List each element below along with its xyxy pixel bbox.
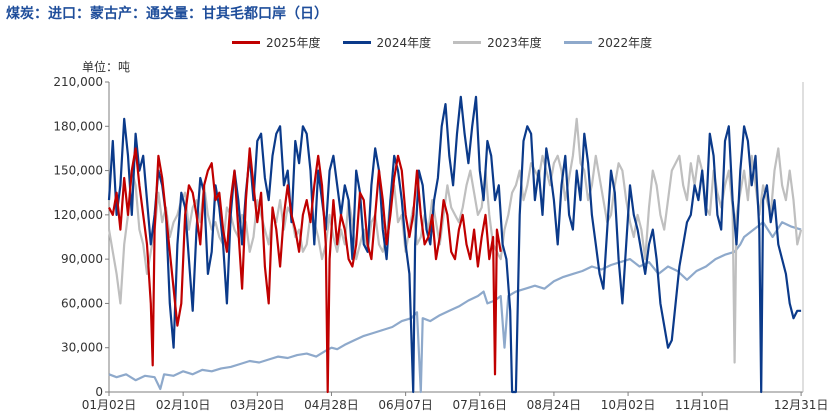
series-line-2022年度: [108, 221, 802, 394]
series-line-2023年度: [107, 117, 803, 364]
legend: 2025年度 2024年度 2023年度 2022年度: [232, 34, 652, 50]
series-line-2025年度: [108, 147, 502, 394]
y-tick-label: 120,000: [53, 208, 103, 222]
y-tick-label: 30,000: [61, 341, 103, 355]
legend-label-2024: 2024年度: [376, 35, 432, 50]
y-axis-unit-label: 单位：吨: [82, 60, 131, 74]
x-tick-label: 08月24日: [527, 398, 582, 412]
x-tick-label: 10月02日: [601, 398, 656, 412]
legend-label-2023: 2023年度: [487, 35, 542, 50]
x-tick-label: 06月07日: [378, 398, 433, 412]
x-tick-label: 01月02日: [82, 398, 137, 412]
legend-swatch-2025: [232, 40, 260, 44]
y-tick-label: 210,000: [53, 75, 103, 89]
legend-swatch-2024: [342, 40, 371, 44]
chart-title: 煤炭：进口：蒙古产：通关量：甘其毛都口岸（日）: [6, 6, 328, 22]
legend-label-2022: 2022年度: [597, 35, 653, 50]
legend-item-2023: 2023年度: [453, 34, 542, 50]
y-tick-label: 180,000: [53, 119, 103, 133]
x-tick-label: 11月10日: [675, 398, 730, 412]
legend-label-2025: 2025年度: [266, 35, 321, 50]
x-tick-label: 04月28日: [304, 398, 359, 412]
legend-item-2022: 2022年度: [563, 34, 653, 50]
y-tick-label: 60,000: [61, 296, 103, 310]
legend-item-2025: 2025年度: [232, 34, 321, 50]
legend-swatch-2023: [453, 40, 482, 44]
legend-item-2024: 2024年度: [342, 34, 432, 50]
series-line-2024年度: [107, 95, 802, 394]
y-tick-label: 150,000: [53, 164, 103, 178]
x-tick-label: 02月10日: [156, 398, 211, 412]
x-tick-label: 03月20日: [230, 398, 285, 412]
y-tick-label: 0: [95, 385, 103, 399]
x-tick-label: 12月31日: [774, 398, 829, 412]
x-tick-label: 07月16日: [452, 398, 507, 412]
legend-swatch-2022: [563, 40, 592, 44]
y-tick-label: 90,000: [61, 252, 103, 266]
